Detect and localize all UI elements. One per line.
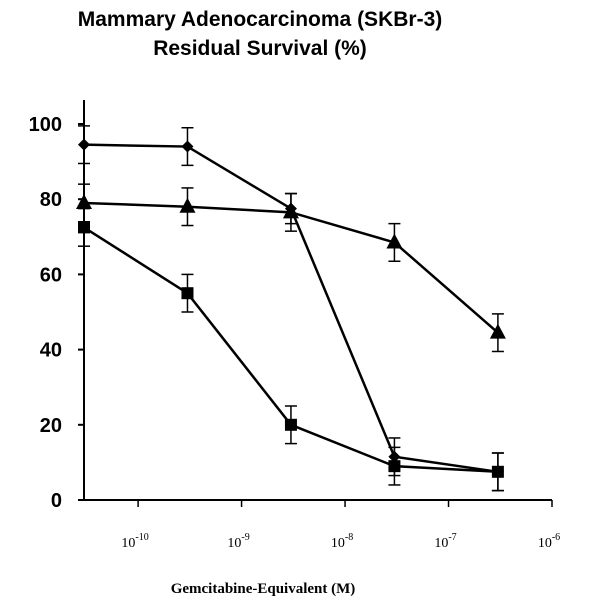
data-point <box>78 221 90 234</box>
x-axis-label: Gemcitabine-Equivalent (M) <box>171 581 356 597</box>
data-point <box>284 418 297 431</box>
y-tick-label: 100 <box>29 114 62 136</box>
x-tick-label: 10-9 <box>227 532 249 551</box>
data-point <box>181 140 194 153</box>
data-point <box>386 233 403 249</box>
series-square <box>78 207 504 492</box>
x-tick-labels: 10-10 10-9 10-8 10-7 10-6 <box>121 532 560 551</box>
data-point <box>76 193 92 209</box>
data-point <box>78 138 90 151</box>
y-tick-labels: 0 20 40 60 80 100 <box>29 114 62 512</box>
chart-title: Mammary Adenocarcinoma (SKBr-3) <box>77 8 443 31</box>
series-triangle <box>76 183 506 353</box>
x-tick-label: 10-10 <box>121 532 148 551</box>
data-point <box>388 460 401 473</box>
data-point <box>282 203 299 219</box>
y-tick-label: 0 <box>51 490 62 512</box>
data-point <box>489 323 506 339</box>
x-tick-label: 10-6 <box>538 532 560 551</box>
data-point <box>179 197 196 213</box>
x-tick-label: 10-7 <box>434 532 456 551</box>
chart-subtitle: Residual Survival (%) <box>153 37 367 60</box>
y-tick-label: 20 <box>40 415 62 437</box>
y-tick-label: 80 <box>40 189 62 211</box>
series-layer <box>76 125 506 492</box>
data-point <box>491 465 504 478</box>
data-point <box>181 287 194 300</box>
y-tick-label: 60 <box>40 264 62 286</box>
axes <box>78 100 553 507</box>
y-tick-label: 40 <box>40 340 62 362</box>
x-tick-label: 10-8 <box>331 532 353 551</box>
